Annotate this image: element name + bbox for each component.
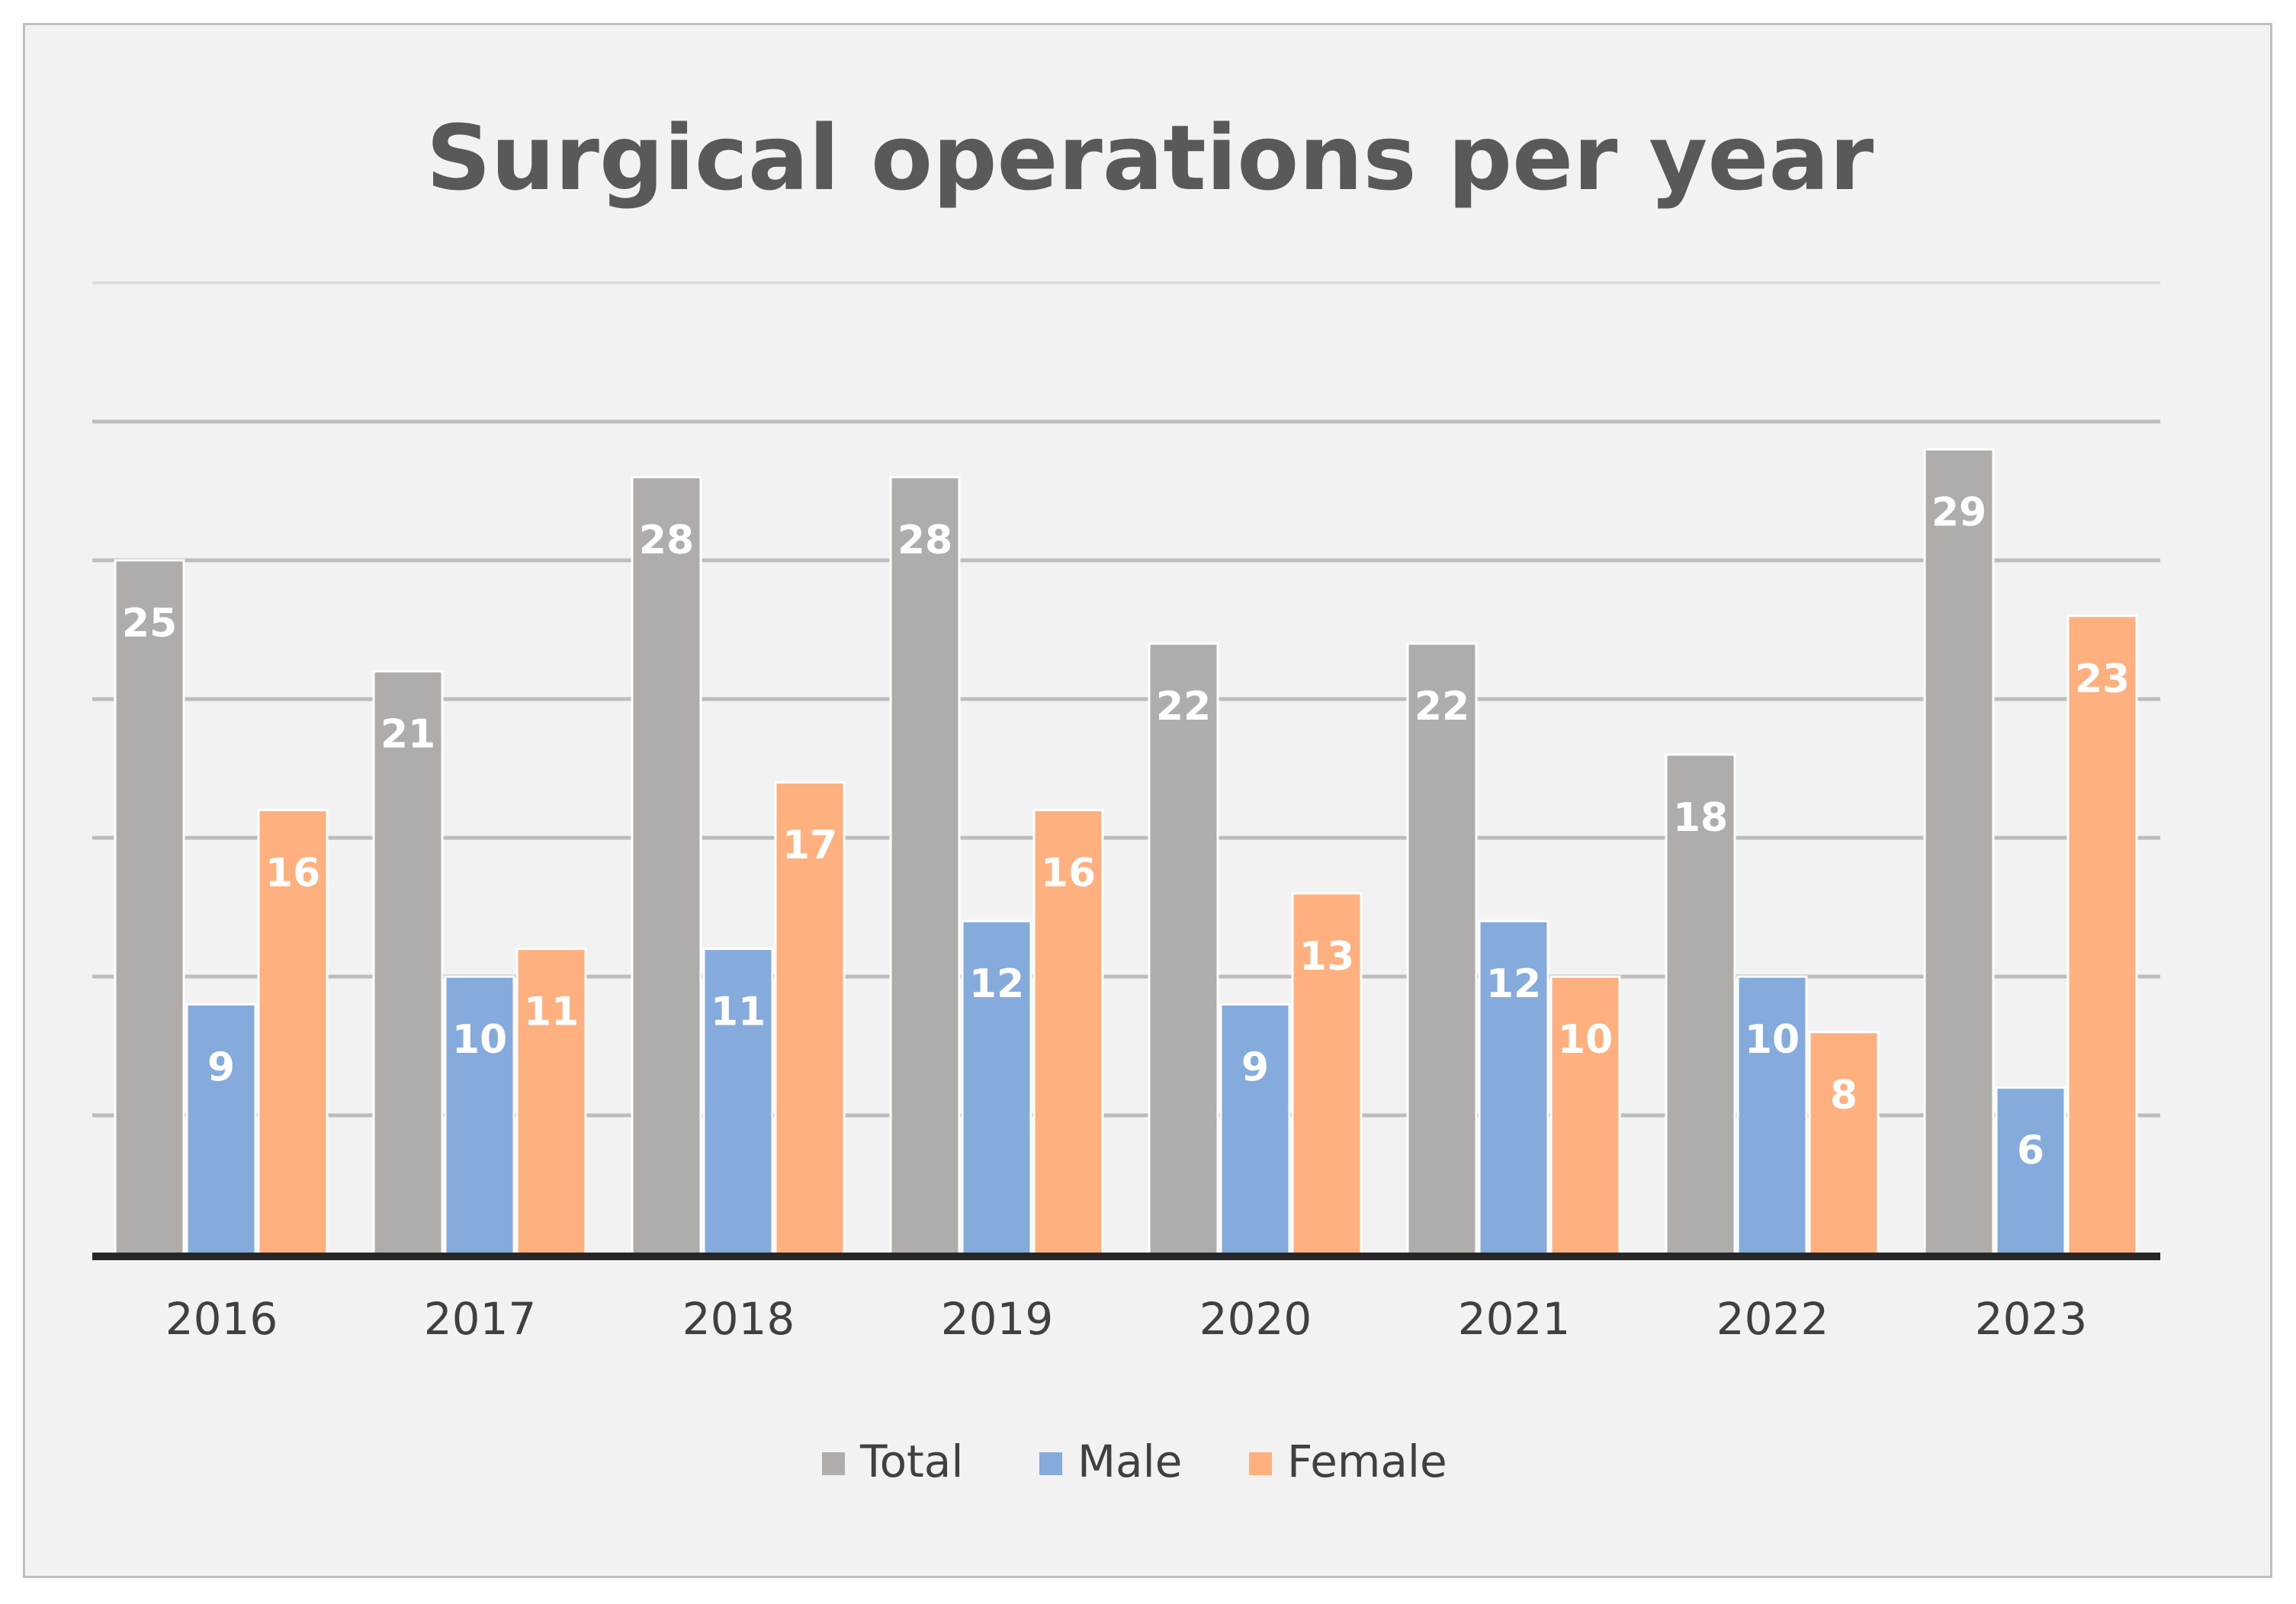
bar-total-2018	[631, 476, 702, 1256]
bar-total-2020	[1148, 642, 1219, 1256]
legend-swatch-male	[1039, 1452, 1062, 1475]
data-label-female-2019: 16	[1041, 851, 1096, 897]
bar-female-2019	[1032, 809, 1104, 1256]
legend-swatch-female	[1249, 1452, 1272, 1475]
bar-male-2018	[702, 948, 774, 1256]
bar-total-2016	[114, 559, 185, 1256]
data-label-male-2019: 12	[969, 961, 1024, 1007]
data-label-male-2023: 6	[2017, 1128, 2044, 1174]
bar-female-2021	[1549, 975, 1621, 1256]
bar-total-2021	[1406, 642, 1478, 1256]
data-label-female-2021: 10	[1558, 1017, 1613, 1063]
data-label-total-2023: 29	[1932, 489, 1986, 535]
bar-total-2023	[1923, 448, 1995, 1256]
bar-male-2020	[1219, 1002, 1291, 1256]
x-tick-label-2018: 2018	[682, 1293, 795, 1345]
data-label-total-2022: 18	[1673, 795, 1728, 841]
data-labels: 25 9 16 21 10 11 28 11 17 28 12 16 22 9 13 22 12 10 18 10 8 2…	[122, 489, 2130, 1173]
data-label-female-2018: 17	[782, 823, 837, 868]
data-label-total-2017: 21	[381, 712, 435, 758]
bar-female-2017	[515, 948, 587, 1256]
x-tick-label-2017: 2017	[424, 1293, 537, 1345]
x-tick-label-2019: 2019	[941, 1293, 1054, 1345]
data-label-male-2017: 10	[452, 1017, 507, 1063]
bar-male-2019	[961, 919, 1032, 1256]
bar-chart: Surgical operations per year 25 9 16 21 10 11…	[92, 105, 2160, 1487]
x-tick-label-2021: 2021	[1458, 1293, 1571, 1345]
bar-male-2017	[444, 975, 515, 1256]
bar-male-2016	[185, 1002, 257, 1256]
bar-total-2017	[372, 670, 444, 1256]
bar-total-2019	[889, 476, 961, 1256]
chart-frame: Surgical operations per year 25 9 16 21 10 11…	[23, 23, 2272, 1578]
data-label-total-2021: 22	[1415, 684, 1469, 730]
x-tick-label-2016: 2016	[165, 1293, 278, 1345]
legend-label-total: Total	[859, 1436, 963, 1487]
bar-female-2018	[774, 781, 846, 1256]
chart-title: Surgical operations per year	[426, 105, 1874, 210]
legend-swatch-total	[822, 1452, 845, 1475]
data-label-male-2016: 9	[207, 1044, 235, 1090]
legend-label-female: Female	[1287, 1436, 1447, 1487]
x-tick-label-2022: 2022	[1716, 1293, 1829, 1345]
data-label-female-2020: 13	[1299, 934, 1354, 980]
legend: Total Male Female	[822, 1436, 1447, 1487]
data-label-male-2022: 10	[1745, 1017, 1800, 1063]
data-label-total-2019: 28	[898, 518, 952, 563]
bar-total-2022	[1665, 753, 1736, 1256]
legend-label-male: Male	[1077, 1436, 1182, 1487]
data-label-male-2018: 11	[711, 990, 766, 1035]
bar-female-2022	[1808, 1031, 1880, 1256]
data-label-total-2018: 28	[639, 518, 694, 563]
bar-male-2022	[1736, 975, 1808, 1256]
data-label-total-2016: 25	[122, 601, 177, 646]
bars	[114, 448, 2138, 1256]
bar-male-2023	[1995, 1086, 2066, 1256]
data-label-male-2020: 9	[1241, 1044, 1269, 1090]
data-label-female-2017: 11	[524, 990, 579, 1035]
data-label-female-2022: 8	[1830, 1073, 1858, 1118]
data-label-female-2023: 23	[2075, 656, 2130, 702]
data-label-male-2021: 12	[1486, 961, 1541, 1007]
data-label-female-2016: 16	[265, 851, 320, 897]
x-axis: 2016 2017 2018 2019 2020 2021 2022 2023	[92, 1253, 2160, 1345]
x-tick-label-2020: 2020	[1199, 1293, 1312, 1345]
x-tick-label-2023: 2023	[1975, 1293, 2088, 1345]
bar-female-2020	[1291, 892, 1363, 1256]
data-label-total-2020: 22	[1156, 684, 1211, 730]
bar-female-2023	[2066, 614, 2138, 1256]
